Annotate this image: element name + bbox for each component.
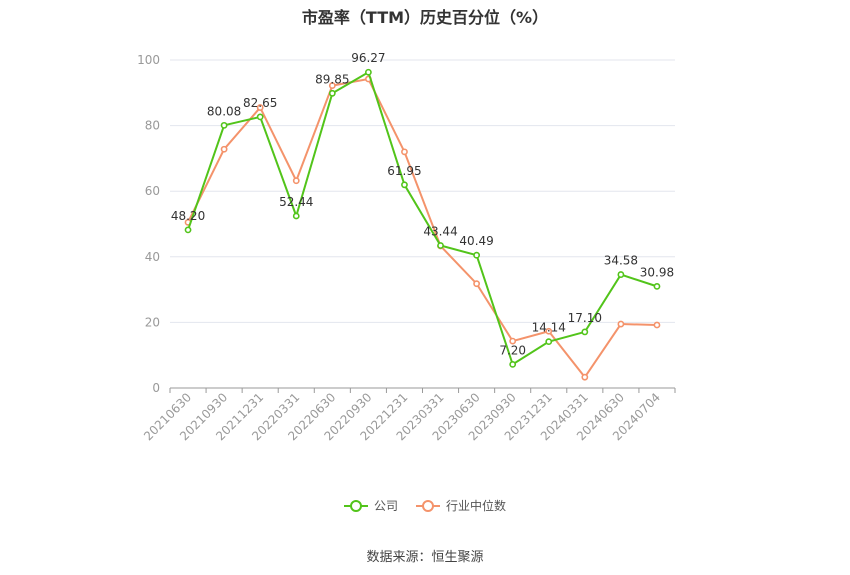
line-chart: 0204060801002021063020210930202112312022… xyxy=(137,51,676,443)
legend-swatch-company-icon xyxy=(343,499,368,512)
data-label: 89.85 xyxy=(315,72,349,86)
y-tick-label: 60 xyxy=(145,184,160,198)
data-point-company xyxy=(581,328,589,336)
legend-label-industry-median: 行业中位数 xyxy=(446,499,507,513)
data-point-company xyxy=(256,113,264,121)
data-point-industry-median xyxy=(617,320,625,328)
data-point-company xyxy=(401,181,408,189)
data-point-industry-median xyxy=(328,82,336,89)
data-point-industry-median xyxy=(256,104,264,111)
data-point-company xyxy=(545,338,553,346)
data-point-company xyxy=(509,360,517,368)
y-tick-label: 80 xyxy=(145,119,160,133)
data-label: 52.44 xyxy=(279,195,313,209)
data-point-industry-median xyxy=(292,177,300,185)
data-label: 96.27 xyxy=(351,51,385,65)
data-label: 34.58 xyxy=(604,254,638,268)
data-point-company xyxy=(220,121,228,129)
data-label: 14.14 xyxy=(532,321,566,335)
data-point-industry-median xyxy=(509,337,517,345)
data-point-company xyxy=(292,212,300,220)
data-point-company xyxy=(328,89,336,97)
series-line-industry-median xyxy=(187,77,657,379)
chart-title: 市盈率（TTM）历史百分位（%） xyxy=(301,8,549,27)
data-point-company xyxy=(617,271,625,278)
data-label: 80.08 xyxy=(207,104,241,118)
data-point-industry-median xyxy=(473,280,481,288)
data-label: 7.20 xyxy=(499,343,526,357)
data-label: 17.10 xyxy=(568,311,602,325)
legend: 公司 行业中位数 xyxy=(0,497,850,514)
data-label: 61.95 xyxy=(387,164,421,178)
data-point-company xyxy=(184,226,192,234)
data-point-company xyxy=(473,251,481,259)
data-label: 30.98 xyxy=(640,265,674,279)
legend-swatch-industry-icon xyxy=(416,499,440,512)
y-tick-label: 20 xyxy=(145,315,160,329)
data-point-company xyxy=(364,68,372,76)
data-source: 数据来源：恒生聚源 xyxy=(366,550,484,565)
data-point-company xyxy=(653,282,661,290)
data-point-industry-median xyxy=(581,373,589,381)
y-tick-label: 0 xyxy=(152,381,160,395)
data-label: 43.44 xyxy=(423,225,457,239)
data-point-industry-median xyxy=(401,148,408,156)
y-tick-label: 100 xyxy=(137,53,160,67)
data-point-company xyxy=(437,242,444,249)
data-label: 82.65 xyxy=(243,96,277,110)
data-point-industry-median xyxy=(220,145,228,153)
legend-label-company: 公司 xyxy=(373,499,398,513)
data-point-industry-median xyxy=(545,327,553,335)
data-point-industry-median xyxy=(653,321,661,329)
legend-item-company[interactable]: 公司 xyxy=(343,497,398,514)
data-label: 40.49 xyxy=(459,234,493,248)
series-line-company xyxy=(187,70,658,366)
legend-item-industry-median[interactable]: 行业中位数 xyxy=(416,497,506,514)
data-label: 48.20 xyxy=(171,209,205,223)
y-tick-label: 40 xyxy=(145,250,160,264)
